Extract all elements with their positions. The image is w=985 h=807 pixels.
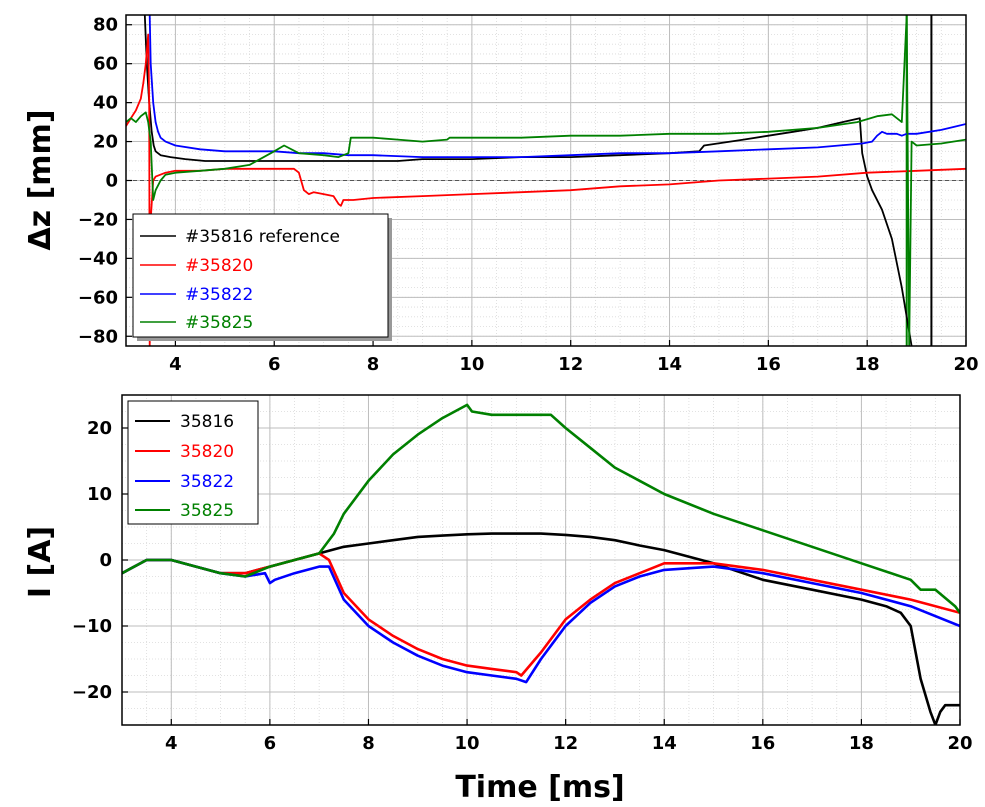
top-y-tick-label: 0 (105, 171, 118, 192)
top-x-tick-label: 6 (268, 354, 281, 375)
bottom-legend-label-35816: 35816 (180, 412, 234, 432)
top-series-35825 (126, 15, 966, 346)
bottom-legend-label-35822: 35822 (180, 472, 234, 492)
top-legend-label-35822: #35822 (185, 285, 253, 305)
top-y-tick-label: 60 (93, 54, 118, 75)
top-y-tick-label: −40 (78, 248, 118, 269)
top-y-tick-label: 20 (93, 132, 118, 153)
bottom-x-tick-label: 18 (849, 733, 874, 754)
bottom-x-tick-label: 8 (362, 733, 375, 754)
top-ticks: 4 6 8 10 12 14 16 18 20 −80 −60 −40 −20 0 20 40 60 80 (78, 15, 979, 375)
bottom-x-tick-label: 10 (455, 733, 480, 754)
top-legend-label-35820: #35820 (185, 256, 253, 276)
top-y-tick-label: −80 (78, 326, 118, 347)
top-panel: 4 6 8 10 12 14 16 18 20 −80 −60 −40 −20 0 20 40 60 80 Δz … (23, 14, 979, 375)
bottom-panel: 4 6 8 10 12 14 16 18 20 −20 −10 0 10 20 I [A] Time [m… (23, 394, 973, 805)
bottom-y-tick-label: 20 (87, 418, 112, 439)
top-x-tick-label: 12 (558, 354, 583, 375)
top-y-tick-label: −20 (78, 209, 118, 230)
top-x-tick-label: 8 (367, 354, 380, 375)
bottom-x-tick-label: 20 (947, 733, 972, 754)
top-x-tick-label: 10 (459, 354, 484, 375)
top-x-tick-label: 14 (657, 354, 682, 375)
bottom-x-tick-label: 6 (264, 733, 277, 754)
bottom-x-tick-label: 14 (652, 733, 677, 754)
bottom-grid (121, 394, 961, 726)
bottom-x-tick-label: 12 (553, 733, 578, 754)
top-legend: #35816 reference #35820 #35822 #35825 (132, 213, 392, 341)
bottom-x-tick-label: 4 (165, 733, 178, 754)
bottom-series-35825 (122, 403, 960, 614)
bottom-legend: 35816 35820 35822 35825 (127, 400, 259, 525)
top-series-35816-reference (143, 15, 913, 346)
bottom-y-axis-label: I [A] (23, 526, 58, 598)
bottom-legend-label-35820: 35820 (180, 442, 234, 462)
bottom-y-tick-label: −20 (72, 682, 112, 703)
bottom-y-tick-label: −10 (72, 616, 112, 637)
top-y-tick-label: 40 (93, 93, 118, 114)
bottom-legend-label-35825: 35825 (180, 501, 234, 521)
top-legend-box (132, 213, 389, 338)
bottom-y-tick-label: 0 (99, 550, 112, 571)
bottom-x-tick-label: 16 (750, 733, 775, 754)
bottom-y-tick-label: 10 (87, 484, 112, 505)
bottom-series-group (122, 403, 960, 725)
top-x-tick-label: 18 (855, 354, 880, 375)
top-x-tick-label: 20 (953, 354, 978, 375)
top-series-group (126, 15, 966, 346)
top-y-axis-label: Δz [mm] (23, 109, 58, 250)
top-x-tick-label: 4 (169, 354, 182, 375)
top-legend-label-35816: #35816 reference (185, 227, 340, 247)
top-y-tick-label: 80 (93, 15, 118, 36)
top-legend-label-35825: #35825 (185, 313, 253, 333)
top-series-35822 (148, 15, 966, 159)
bottom-series-35820 (122, 552, 960, 677)
top-x-tick-label: 16 (756, 354, 781, 375)
bottom-x-axis-label: Time [ms] (455, 770, 624, 805)
bottom-ticks: 4 6 8 10 12 14 16 18 20 −20 −10 0 10 20 (72, 418, 973, 754)
bottom-series-35822 (122, 558, 960, 684)
top-y-tick-label: −60 (78, 287, 118, 308)
top-series-35820 (126, 33, 966, 346)
